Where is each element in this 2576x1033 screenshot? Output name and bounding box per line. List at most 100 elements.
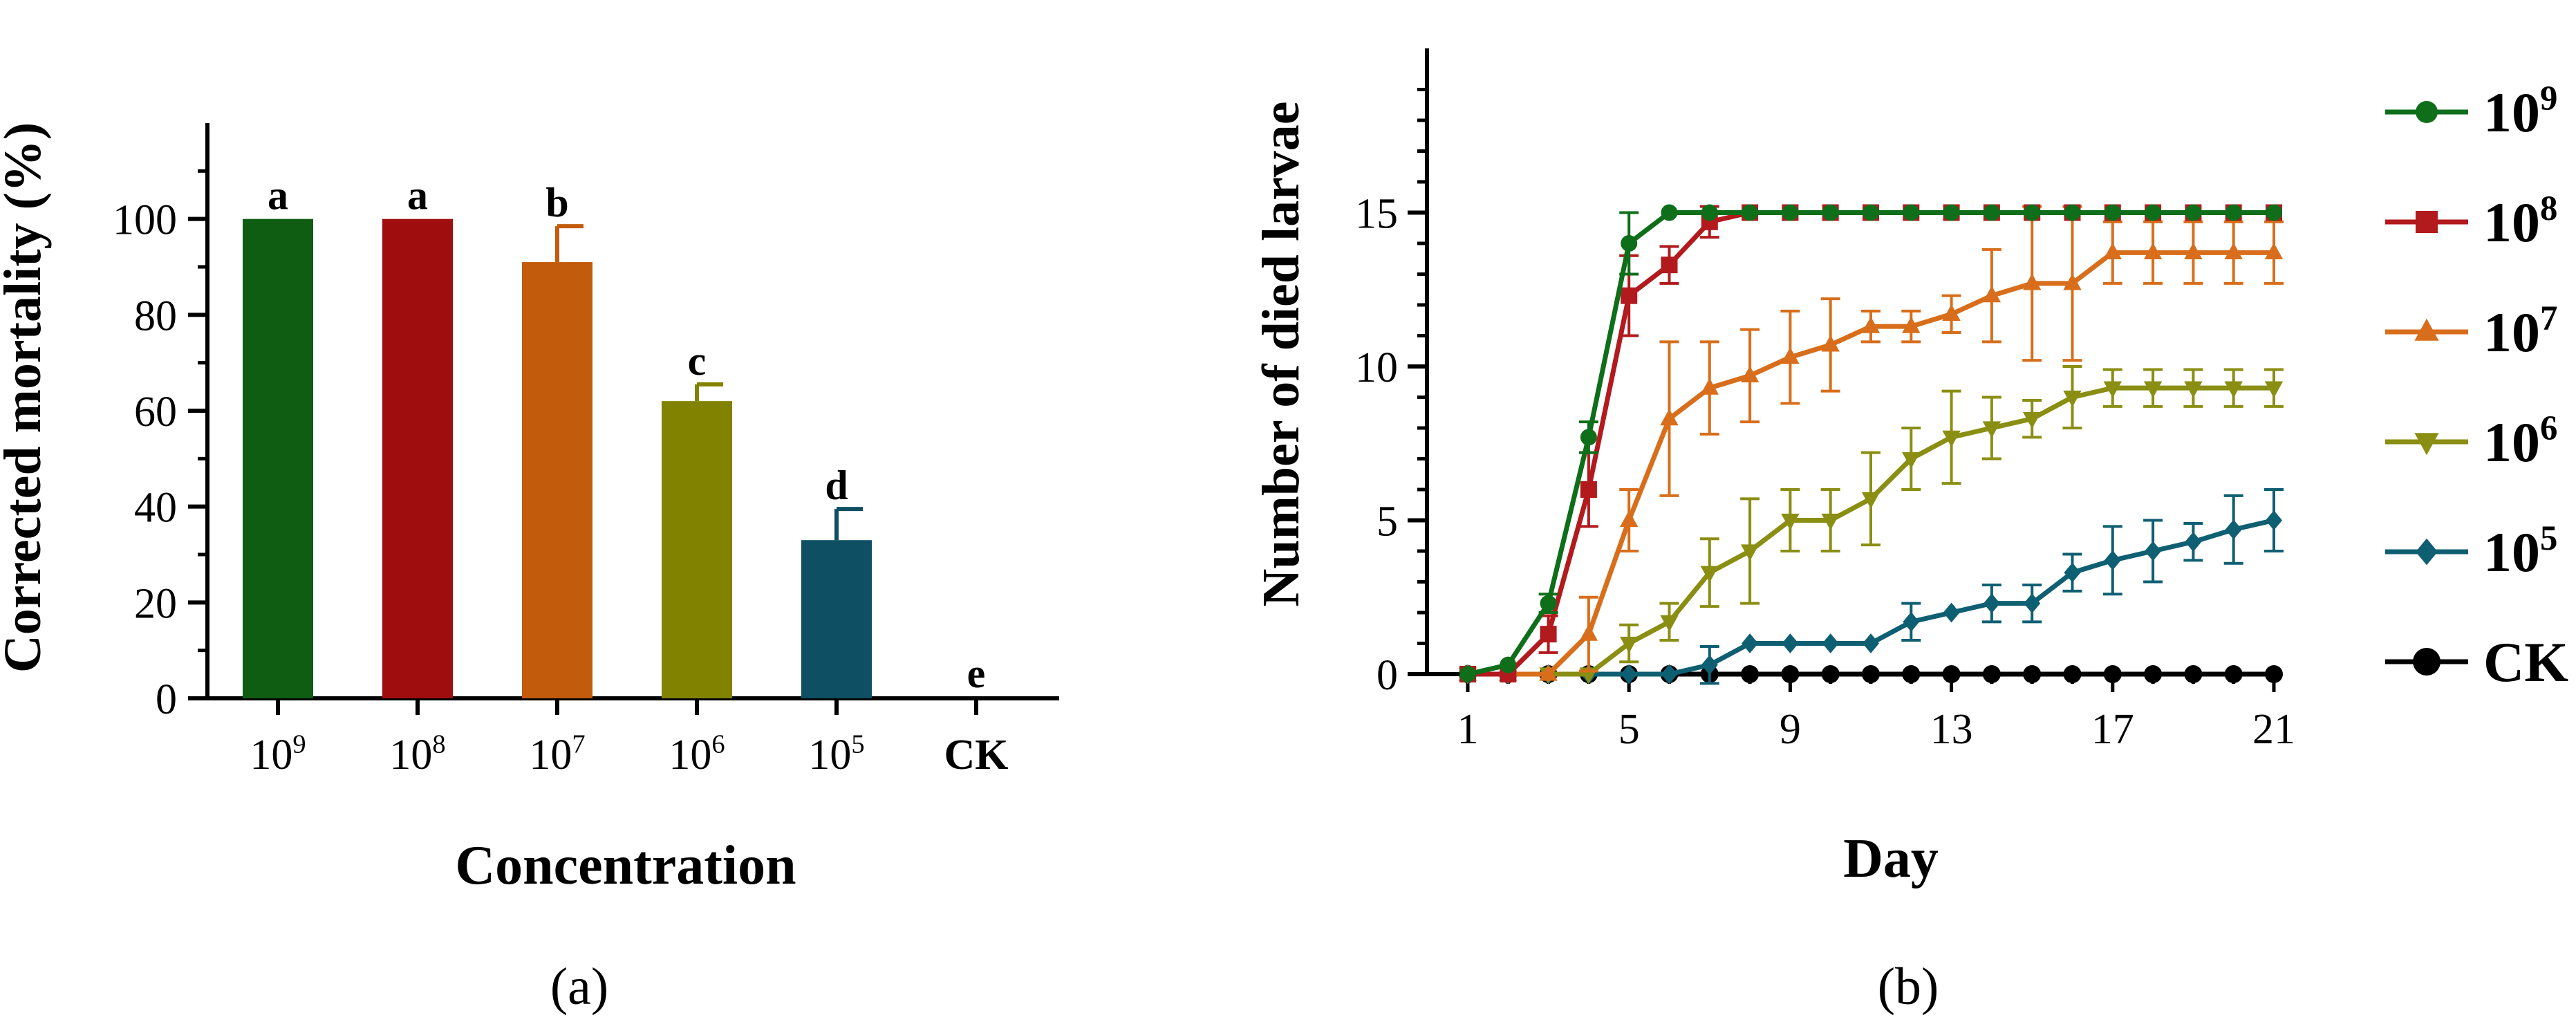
b-data-point xyxy=(1902,665,1921,683)
panel-a-bars xyxy=(243,218,872,699)
panel-b-label-text: (b) xyxy=(1878,958,1939,1016)
b-data-point xyxy=(2024,204,2041,221)
a-bar xyxy=(382,218,453,699)
b-data-point xyxy=(1781,513,1800,530)
b-data-point xyxy=(2185,532,2202,552)
b-legend-label-exponent: 9 xyxy=(2540,79,2557,118)
b-legend-marker xyxy=(2413,648,2440,676)
panel-b-series xyxy=(1458,204,2284,685)
b-data-point xyxy=(1539,664,1558,681)
a-y-tick-label: 100 xyxy=(113,197,177,244)
b-data-point xyxy=(1861,316,1880,333)
b-x-tick-label: 5 xyxy=(1618,706,1640,753)
panel-a-labels: a a b c d e xyxy=(268,173,985,696)
a-significance-letter: d xyxy=(825,463,848,508)
b-x-tick-label: 13 xyxy=(1930,706,1973,753)
b-data-point xyxy=(1620,636,1639,653)
a-significance-letter: e xyxy=(967,651,986,696)
a-x-tick-label: 105 xyxy=(808,729,864,779)
a-x-tick-label-exponent: 6 xyxy=(711,729,725,759)
b-legend-label: 106 xyxy=(2483,409,2557,474)
b-data-point xyxy=(1861,492,1880,509)
b-legend-entry: 109 xyxy=(2385,79,2557,144)
b-data-point xyxy=(2023,412,2042,429)
a-x-tick-label: 109 xyxy=(250,729,306,779)
b-data-point xyxy=(1661,204,1678,221)
b-data-point xyxy=(1821,665,1840,683)
a-x-tick-label: 106 xyxy=(669,729,725,779)
a-y-tick-label: 20 xyxy=(134,580,177,627)
b-data-point xyxy=(1660,409,1679,426)
b-legend-marker xyxy=(2416,211,2438,233)
b-data-point xyxy=(1781,347,1800,364)
b-legend-marker xyxy=(2414,318,2439,341)
b-data-point xyxy=(1660,615,1679,632)
a-x-tick-label-exponent: 9 xyxy=(292,729,306,759)
a-bar xyxy=(243,218,313,699)
b-data-point xyxy=(1822,633,1839,653)
b-data-point xyxy=(2103,242,2122,259)
b-data-point xyxy=(2144,665,2163,683)
panel-b-x-axis-title: Day xyxy=(1843,828,1939,889)
b-data-point xyxy=(2023,665,2042,683)
b-data-point xyxy=(1741,665,1760,683)
b-data-point xyxy=(1700,378,1719,395)
b-data-point xyxy=(2143,242,2163,259)
b-y-tick-label: 15 xyxy=(1355,191,1398,238)
b-data-point xyxy=(2184,381,2203,398)
a-y-tick-label: 40 xyxy=(134,485,177,532)
b-data-point xyxy=(2104,204,2121,221)
panel-b-y-axis-title: Number of died larvae xyxy=(1252,101,1310,606)
b-data-point xyxy=(1782,204,1799,221)
b-data-point xyxy=(1781,665,1800,683)
b-legend-label-exponent: 7 xyxy=(2540,299,2557,337)
b-data-point xyxy=(1580,429,1597,446)
b-legend-label-base: 10 xyxy=(2483,411,2540,474)
a-bar xyxy=(662,401,732,698)
b-data-point xyxy=(1621,287,1638,304)
a-y-tick-label: 80 xyxy=(134,292,177,339)
b-legend-label-base: 10 xyxy=(2483,521,2540,584)
b-data-point xyxy=(1821,335,1840,352)
panel-b-label: (b) xyxy=(1878,958,1939,1016)
b-legend-label-exponent: 8 xyxy=(2540,189,2557,227)
a-x-tick-label: 108 xyxy=(389,729,445,779)
b-legend-marker xyxy=(2416,538,2438,566)
b-data-point xyxy=(2185,204,2202,221)
b-data-point xyxy=(1903,611,1920,632)
b-legend-marker xyxy=(2414,433,2439,456)
b-data-point xyxy=(1621,235,1638,252)
b-data-point xyxy=(1983,204,2000,221)
b-legend-label-base: 10 xyxy=(2483,301,2540,364)
b-data-point xyxy=(1942,665,1961,683)
b-data-point xyxy=(1943,602,1960,623)
a-y-tick-label: 0 xyxy=(156,676,177,723)
b-data-point xyxy=(1701,655,1718,676)
b-legend-entry: 107 xyxy=(2385,299,2557,364)
b-legend-label: 107 xyxy=(2483,299,2557,364)
b-data-point xyxy=(2143,381,2163,398)
b-y-tick-label: 0 xyxy=(1376,652,1398,699)
b-data-point xyxy=(1862,665,1880,683)
a-x-tick-label-exponent: 7 xyxy=(572,729,585,759)
b-series-e8 xyxy=(1459,204,2282,682)
a-bar xyxy=(522,262,592,699)
a-significance-letter: a xyxy=(268,173,288,218)
b-data-point xyxy=(1740,365,1760,382)
b-data-point xyxy=(2225,519,2242,540)
b-data-point xyxy=(2184,665,2203,683)
b-data-point xyxy=(1540,595,1557,612)
b-legend-label-base: 10 xyxy=(2483,191,2540,254)
panel-a-x-axis-title: Concentration xyxy=(455,835,796,896)
b-data-point xyxy=(1500,656,1517,673)
b-legend-label-base: 10 xyxy=(2483,81,2540,144)
b-data-point xyxy=(1661,257,1678,274)
b-x-tick-label: 9 xyxy=(1780,706,1801,753)
b-series-e7 xyxy=(1458,205,2284,681)
b-legend-label-exponent: 6 xyxy=(2540,409,2557,447)
b-data-point xyxy=(2266,204,2282,221)
b-data-point xyxy=(1742,204,1759,221)
